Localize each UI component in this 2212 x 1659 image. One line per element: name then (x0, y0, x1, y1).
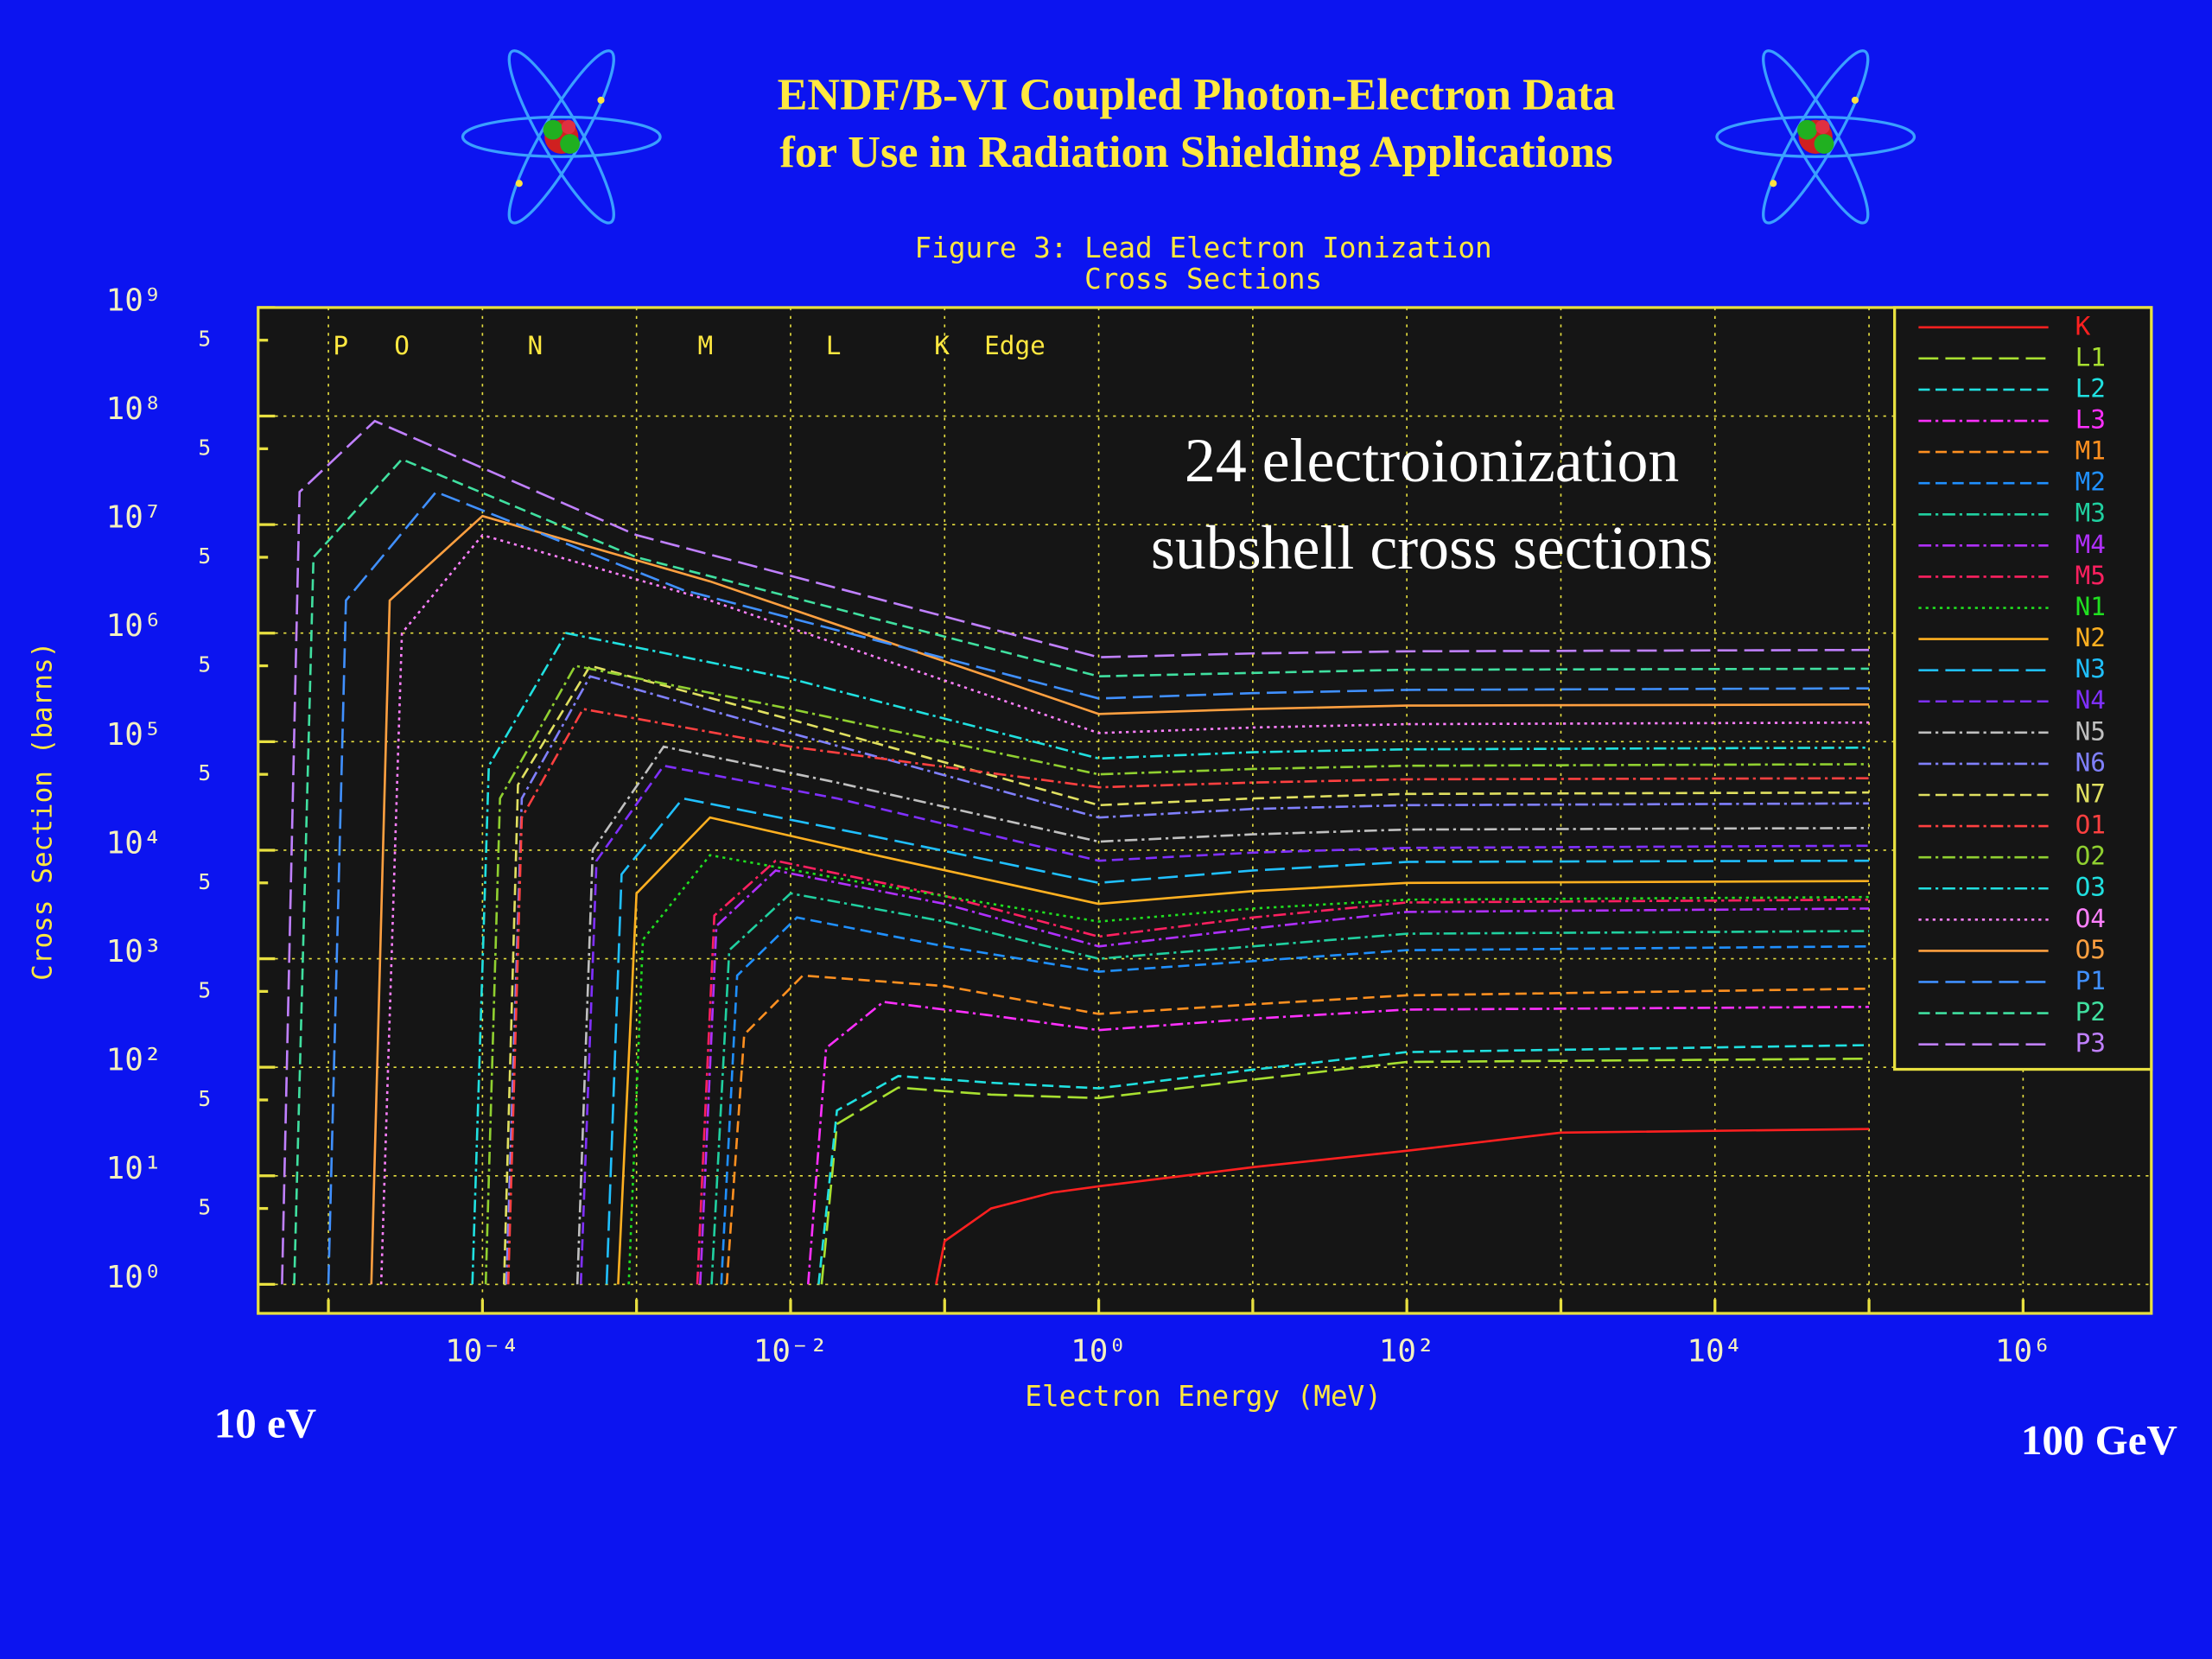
legend-label: P2 (2075, 997, 2106, 1027)
x-tick-label: 10² (1379, 1334, 1435, 1370)
series-line (820, 1057, 1870, 1285)
series-line (699, 869, 1870, 1285)
legend-label: N5 (2075, 716, 2106, 746)
chart-title: Cross Sections (1084, 263, 1322, 296)
legend-label: M5 (2075, 561, 2106, 590)
series-line (484, 664, 1870, 1285)
x-tick-label: 10⁴ (1687, 1334, 1743, 1370)
x-tick-label: 10⁶ (1995, 1334, 2051, 1370)
edge-label: L (826, 331, 842, 360)
y-tick-label: 10⁴ (106, 825, 162, 861)
legend-label: N6 (2075, 747, 2106, 777)
y-tick-label: 10² (106, 1043, 162, 1078)
y-tick-label: 10³ (106, 934, 162, 969)
x-tick-label: 10⁰ (1071, 1334, 1127, 1370)
series-line (935, 1128, 1870, 1285)
series-line (720, 916, 1870, 1285)
y-minor-tick-label: 5 (198, 1195, 211, 1220)
y-tick-label: 10⁰ (106, 1260, 162, 1295)
series-line (503, 664, 1870, 1285)
annotation: 24 electroionization (1185, 426, 1679, 495)
x-axis-label: Electron Energy (MeV) (1025, 1380, 1382, 1413)
legend-label: O2 (2075, 842, 2106, 871)
series-line (725, 974, 1870, 1285)
y-tick-label: 10⁷ (106, 500, 162, 536)
atom-icon (461, 49, 662, 225)
legend: KL1L2L3M1M2M3M4M5N1N2N3N4N5N6N7O1O2O3O4O… (1918, 311, 2106, 1058)
series-line (327, 490, 1870, 1285)
legend-label: N1 (2075, 592, 2106, 621)
legend-label: O3 (2075, 873, 2106, 902)
y-tick-label: 10⁶ (106, 608, 162, 644)
series-line (506, 708, 1870, 1285)
y-tick-label: 10¹ (106, 1151, 162, 1186)
edge-label: O (394, 331, 410, 360)
chart-title: Figure 3: Lead Electron Ionization (915, 232, 1492, 264)
legend-label: L1 (2075, 342, 2106, 372)
x-tick-label: 10⁻² (753, 1334, 828, 1370)
legend-label: O1 (2075, 810, 2106, 840)
edge-label: P (333, 331, 348, 360)
legend-label: N4 (2075, 685, 2106, 715)
series-line (627, 854, 1870, 1285)
series-line (575, 745, 1870, 1285)
series-line (579, 764, 1870, 1285)
series-line (806, 1001, 1870, 1285)
legend-label: P1 (2075, 966, 2106, 995)
y-minor-tick-label: 5 (198, 543, 211, 569)
legend-label: O5 (2075, 935, 2106, 964)
series-lines (281, 419, 1870, 1285)
annotation: subshell cross sections (1151, 513, 1713, 582)
legend-label: M2 (2075, 467, 2106, 497)
legend-label: L3 (2075, 405, 2106, 435)
y-axis-label: Cross Section (barns) (28, 642, 59, 981)
atom-icon (1715, 49, 1916, 225)
edge-label: M (698, 331, 714, 360)
edge-caption: Edge (984, 331, 1046, 360)
y-tick-label: 10⁵ (106, 717, 162, 753)
y-minor-tick-label: 5 (198, 327, 211, 352)
legend-label: N7 (2075, 779, 2106, 809)
y-minor-tick-label: 5 (198, 760, 211, 785)
legend-label: L2 (2075, 373, 2106, 403)
y-minor-tick-label: 5 (198, 652, 211, 677)
legend-label: M1 (2075, 436, 2106, 466)
range-label: 100 GeV (2021, 1416, 2177, 1464)
legend-label: O4 (2075, 904, 2106, 933)
series-line (696, 859, 1870, 1285)
page-title: for Use in Radiation Shielding Applicati… (779, 127, 1612, 177)
y-minor-tick-label: 5 (198, 869, 211, 894)
page-title: ENDF/B-VI Coupled Photon-Electron Data (778, 69, 1616, 119)
legend-label: K (2075, 311, 2091, 340)
y-minor-tick-label: 5 (198, 977, 211, 1002)
x-tick-label: 10⁻⁴ (445, 1334, 519, 1370)
plot-area (257, 306, 2153, 1315)
series-line (505, 675, 1870, 1285)
series-line (281, 419, 1870, 1285)
range-label: 10 eV (214, 1399, 316, 1446)
y-minor-tick-label: 5 (198, 435, 211, 460)
series-line (710, 892, 1870, 1285)
legend-label: N2 (2075, 623, 2106, 652)
series-line (293, 457, 1870, 1285)
y-tick-label: 10⁹ (106, 283, 162, 318)
legend-label: M3 (2075, 499, 2106, 528)
y-tick-label: 10⁸ (106, 391, 162, 427)
series-line (617, 816, 1870, 1285)
series-line (817, 1044, 1870, 1285)
legend-box (1893, 306, 2153, 1071)
legend-label: P3 (2075, 1028, 2106, 1058)
legend-label: M4 (2075, 530, 2106, 559)
edge-label: K (934, 331, 950, 360)
grid (257, 306, 2152, 1313)
legend-label: N3 (2075, 654, 2106, 683)
y-minor-tick-label: 5 (198, 1086, 211, 1111)
series-line (471, 632, 1870, 1285)
series-line (605, 797, 1870, 1285)
series-line (379, 533, 1870, 1285)
labels: 10⁻⁴ 10⁻² 10⁰ 10² 10⁴ 10⁶ 10⁹ 10⁸ 10⁷ 10⁶ 10⁵ 10⁴ 10… (106, 283, 2051, 1369)
edge-label: N (528, 331, 543, 360)
